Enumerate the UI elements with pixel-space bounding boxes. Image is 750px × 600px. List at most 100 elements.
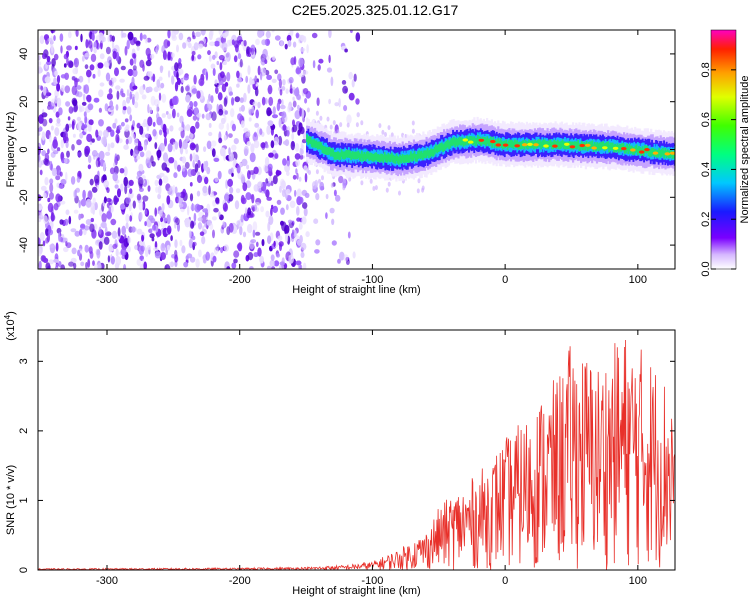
signal-band-cell	[433, 146, 436, 155]
noise-speckle	[163, 130, 167, 138]
signal-peak	[478, 138, 485, 142]
noise-speckle	[231, 97, 235, 106]
noise-speckle	[260, 57, 266, 66]
noise-speckle	[209, 41, 215, 47]
noise-speckle	[145, 150, 152, 160]
noise-speckle	[282, 140, 288, 145]
noise-speckle	[233, 258, 238, 264]
signal-band-cell	[596, 142, 599, 150]
noise-speckle	[174, 81, 179, 92]
noise-speckle	[299, 154, 304, 160]
noise-speckle	[90, 217, 95, 223]
noise-speckle	[173, 160, 178, 170]
noise-speckle	[304, 192, 310, 198]
signal-band-cell	[380, 153, 382, 162]
signal-band-cell	[324, 146, 326, 154]
noise-speckle	[152, 121, 156, 127]
signal-peak	[514, 144, 520, 148]
y-tick-label: -40	[18, 237, 30, 253]
noise-speckle	[43, 215, 48, 225]
noise-speckle	[156, 112, 160, 120]
noise-speckle	[136, 46, 140, 51]
noise-speckle	[125, 138, 129, 145]
noise-speckle	[321, 175, 324, 181]
noise-speckle	[240, 214, 244, 223]
noise-speckle	[211, 111, 217, 122]
noise-speckle	[126, 106, 132, 115]
noise-speckle	[285, 204, 289, 211]
noise-speckle	[85, 219, 92, 226]
signal-band-cell	[387, 153, 390, 161]
noise-speckle	[137, 176, 144, 187]
noise-speckle	[218, 30, 222, 35]
noise-speckle	[98, 150, 105, 161]
signal-band-cell	[355, 151, 357, 160]
colorbar-tick-label: 0.0	[700, 261, 712, 276]
signal-band-cell	[559, 141, 562, 150]
signal-band-cell	[449, 140, 452, 148]
noise-speckle	[80, 198, 87, 207]
noise-speckle	[204, 176, 209, 185]
noise-speckle	[181, 156, 187, 164]
noise-speckle	[254, 231, 261, 236]
noise-speckle	[83, 111, 87, 118]
noise-speckle	[58, 232, 61, 242]
noise-speckle	[289, 200, 296, 209]
noise-speckle	[159, 142, 166, 152]
noise-speckle	[211, 148, 216, 158]
noise-speckle	[74, 77, 78, 88]
signal-band-cell	[641, 146, 644, 154]
noise-speckle	[287, 40, 292, 47]
noise-speckle	[147, 86, 153, 93]
signal-peak	[644, 148, 650, 152]
noise-speckle	[99, 33, 105, 44]
noise-speckle	[171, 35, 177, 41]
noise-speckle	[125, 213, 130, 223]
signal-band-cell	[553, 139, 556, 148]
noise-speckle	[330, 182, 334, 188]
y-tick-label: 20	[18, 96, 30, 108]
snr-line-series	[38, 339, 675, 570]
noise-speckle	[214, 79, 218, 85]
noise-speckle	[68, 261, 75, 267]
noise-speckle	[122, 106, 127, 111]
noise-speckle	[199, 231, 205, 236]
noise-speckle	[213, 246, 219, 255]
signal-band-cell	[343, 151, 345, 160]
noise-speckle	[123, 166, 128, 177]
noise-speckle	[218, 54, 225, 61]
noise-speckle	[185, 124, 191, 132]
noise-speckle	[292, 100, 297, 108]
noise-speckle	[120, 183, 124, 192]
noise-speckle	[97, 262, 102, 269]
noise-speckle	[313, 218, 319, 224]
noise-speckle	[259, 128, 263, 135]
noise-speckle	[217, 92, 223, 101]
noise-speckle	[159, 65, 163, 74]
noise-speckle	[132, 68, 138, 78]
noise-speckle	[167, 113, 172, 120]
noise-speckle	[184, 161, 190, 169]
signal-band-cell	[627, 146, 630, 154]
signal-band-cell	[429, 150, 431, 158]
noise-speckle	[145, 59, 152, 67]
noise-speckle	[160, 119, 164, 130]
noise-speckle	[98, 160, 101, 167]
noise-speckle	[115, 104, 119, 111]
colorbar-label: Normalized spectral amplitude	[739, 76, 750, 224]
noise-speckle	[108, 79, 113, 86]
noise-speckle	[311, 181, 317, 190]
noise-speckle	[66, 242, 72, 249]
signal-band-cell	[487, 138, 490, 147]
noise-speckle	[51, 167, 58, 177]
noise-speckle	[48, 118, 53, 124]
noise-speckle	[59, 219, 64, 225]
noise-speckle	[112, 243, 118, 250]
noise-speckle	[137, 140, 142, 150]
noise-speckle	[42, 240, 46, 247]
noise-speckle	[92, 197, 96, 205]
noise-speckle	[204, 222, 208, 228]
noise-speckle	[80, 224, 86, 230]
noise-speckle	[150, 228, 153, 234]
noise-speckle	[71, 247, 77, 255]
